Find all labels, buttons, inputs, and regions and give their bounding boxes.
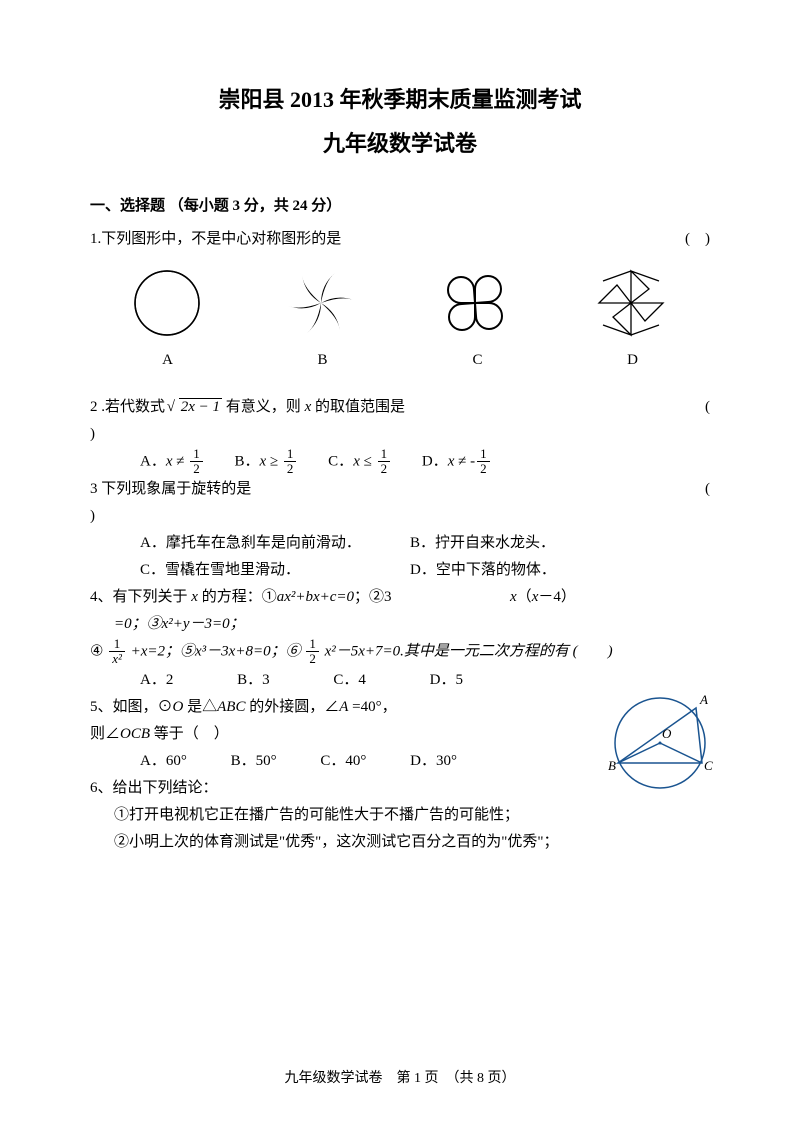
q4-line2: =0；③x²+y－3=0；	[90, 611, 710, 638]
q4-line1: 4、有下列关于 x 的方程：①ax²+bx+c=0；②3 x（x－4）	[90, 584, 710, 611]
q3-opt-b: B．拧开自来水龙头．	[410, 530, 680, 557]
page-footer: 九年级数学试卷 第 1 页 （共 8 页）	[0, 1066, 800, 1091]
q3-opt-a: A．摩托车在急刹车是向前滑动．	[140, 530, 410, 557]
title-sub: 九年级数学试卷	[90, 124, 710, 164]
q5-block: A B C O 5、如图，⊙O 是△ABC 的外接圆，∠A =40°， 则∠OC…	[90, 694, 710, 775]
q1-fig-c	[435, 263, 515, 343]
q3-text: 3 下列现象属于旋转的是	[90, 476, 705, 503]
q2-opt-d: D．x ≠ -12	[422, 448, 492, 476]
q5-opt-c: C．40°	[320, 748, 366, 775]
q4-opt-a: A．2	[140, 667, 173, 694]
svg-text:C: C	[704, 758, 713, 773]
q1-label-b: B	[283, 347, 363, 374]
q1-label-d: D	[593, 347, 673, 374]
q2-stem: 2 .若代数式 2x − 1 有意义，则 x 的取值范围是 (	[90, 394, 710, 421]
q2-options: A．x ≠ 12 B．x ≥ 12 C．x ≤ 12 D．x ≠ -12	[90, 448, 710, 476]
q3-paren-open: (	[705, 476, 710, 503]
q1-labels: A B C D	[90, 347, 710, 374]
q1-paren: ( )	[685, 226, 710, 253]
q3-opt-d: D．空中下落的物体．	[410, 557, 680, 584]
q1-label-a: A	[128, 347, 208, 374]
q5-opt-b: B．50°	[231, 748, 277, 775]
exam-page: 崇阳县 2013 年秋季期末质量监测考试 九年级数学试卷 一、选择题 （每小题 …	[0, 0, 800, 1131]
q2-opt-b: B．x ≥ 12	[235, 448, 299, 476]
q1-stem: 1.下列图形中，不是中心对称图形的是 ( )	[90, 226, 710, 253]
svg-text:O: O	[662, 726, 672, 741]
q1-fig-d	[589, 263, 673, 343]
q1-figures	[90, 263, 710, 343]
q2-text: 2 .若代数式 2x − 1 有意义，则 x 的取值范围是	[90, 394, 705, 421]
svg-text:B: B	[608, 758, 616, 773]
section-heading: 一、选择题 （每小题 3 分，共 24 分）	[90, 193, 710, 220]
q1-fig-a	[127, 263, 207, 343]
q3-stem: 3 下列现象属于旋转的是 (	[90, 476, 710, 503]
q4-opt-c: C．4	[333, 667, 366, 694]
q4-opt-d: D．5	[430, 667, 463, 694]
svg-text:A: A	[699, 692, 708, 707]
q1-label-c: C	[438, 347, 518, 374]
q4-opt-b: B．3	[237, 667, 270, 694]
q4-line3: ④ 1x² +x=2；⑤x³－3x+8=0；⑥ 12 x²－5x+7=0.其中是…	[90, 638, 710, 666]
q3-paren-close: )	[90, 503, 710, 530]
title-main: 崇阳县 2013 年秋季期末质量监测考试	[90, 80, 710, 120]
q6-item2: ②小明上次的体育测试是"优秀"，这次测试它百分之百的为"优秀"；	[90, 829, 710, 856]
q5-figure: A B C O	[600, 688, 730, 798]
q2-opt-a: A．x ≠ 12	[140, 448, 205, 476]
q1-text: 1.下列图形中，不是中心对称图形的是	[90, 226, 685, 253]
q1-fig-b	[281, 263, 361, 343]
q5-opt-a: A．60°	[140, 748, 187, 775]
q2-paren-open: (	[705, 394, 710, 421]
q5-opt-d: D．30°	[410, 748, 457, 775]
q6-item1: ①打开电视机它正在播广告的可能性大于不播广告的可能性；	[90, 802, 710, 829]
q2-opt-c: C．x ≤ 12	[328, 448, 392, 476]
q3-options: A．摩托车在急刹车是向前滑动． B．拧开自来水龙头． C．雪橇在雪地里滑动． D…	[90, 530, 710, 584]
q2-paren-close: )	[90, 421, 710, 448]
q3-opt-c: C．雪橇在雪地里滑动．	[140, 557, 410, 584]
